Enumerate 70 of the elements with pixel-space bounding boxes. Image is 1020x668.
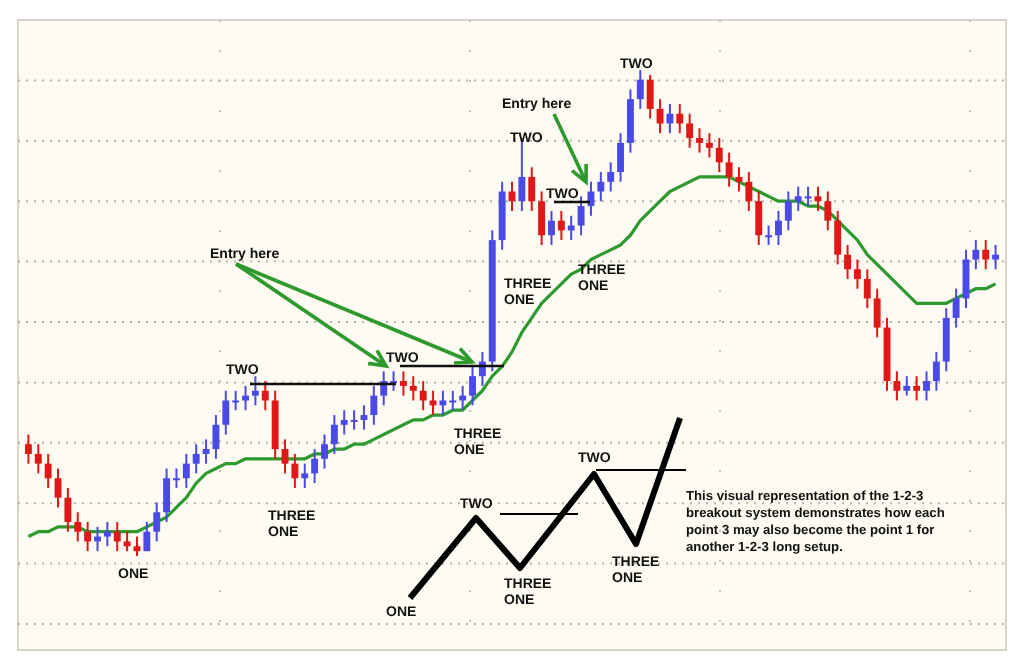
candlestick xyxy=(557,209,565,242)
candlestick xyxy=(212,414,220,460)
candlestick xyxy=(765,224,773,246)
candlestick xyxy=(913,375,921,402)
candlestick xyxy=(725,151,733,188)
candlestick xyxy=(992,243,1000,271)
candlestick xyxy=(54,467,62,509)
candlestick xyxy=(192,443,200,475)
candlestick xyxy=(982,239,990,271)
candlestick xyxy=(182,452,190,489)
candlestick xyxy=(469,365,476,407)
candlestick xyxy=(775,209,782,246)
candlestick xyxy=(202,438,210,465)
candlestick xyxy=(903,375,911,397)
candlestick xyxy=(893,370,901,402)
candlestick xyxy=(844,243,851,280)
candlestick xyxy=(153,501,161,543)
candlestick xyxy=(814,185,822,212)
candlestick xyxy=(409,375,417,402)
candlestick xyxy=(291,452,299,489)
candlestick xyxy=(942,307,950,373)
candlestick xyxy=(44,452,52,489)
candlestick xyxy=(24,433,32,465)
candlestick xyxy=(952,287,960,329)
candlestick xyxy=(587,180,595,217)
candlestick xyxy=(715,137,723,174)
candlestick xyxy=(617,132,625,183)
candlestick xyxy=(607,161,615,193)
candlestick xyxy=(123,530,131,553)
candlestick xyxy=(301,462,309,489)
candlestick xyxy=(64,486,72,533)
candlestick xyxy=(251,375,259,407)
candlestick xyxy=(548,209,555,246)
candlestick xyxy=(597,171,605,203)
candlestick xyxy=(74,511,82,543)
candlestick xyxy=(419,380,427,412)
candlestick xyxy=(745,171,753,212)
candlestick xyxy=(923,370,930,402)
candlestick xyxy=(113,520,121,553)
candlestick xyxy=(863,268,871,310)
candlestick xyxy=(972,239,980,271)
candlestick xyxy=(666,103,674,135)
candlestick xyxy=(84,520,92,553)
candlestick xyxy=(577,195,585,237)
candlestick xyxy=(538,190,546,246)
candlestick xyxy=(696,127,703,154)
candlestick xyxy=(873,287,881,339)
candlestick xyxy=(686,112,694,149)
candlestick xyxy=(646,73,654,120)
candlestick xyxy=(932,350,940,392)
candlestick xyxy=(321,433,328,470)
candlestick xyxy=(676,103,684,135)
candlestick xyxy=(626,88,634,154)
candlestick xyxy=(853,258,861,290)
candlestick xyxy=(311,448,319,485)
candlestick xyxy=(103,520,111,548)
candlestick xyxy=(143,520,151,553)
candlestick xyxy=(399,370,407,397)
candlestick xyxy=(528,166,536,212)
candlestick xyxy=(755,190,763,246)
candlestick xyxy=(370,384,378,426)
candlestick xyxy=(330,414,338,455)
candlestick xyxy=(705,132,713,159)
candlestick xyxy=(636,69,644,110)
candlestick xyxy=(261,380,269,412)
candlestick xyxy=(784,190,792,232)
candlestick xyxy=(834,209,842,266)
candlestick xyxy=(429,389,437,417)
candlestick xyxy=(34,443,42,475)
candlestick xyxy=(824,190,832,232)
